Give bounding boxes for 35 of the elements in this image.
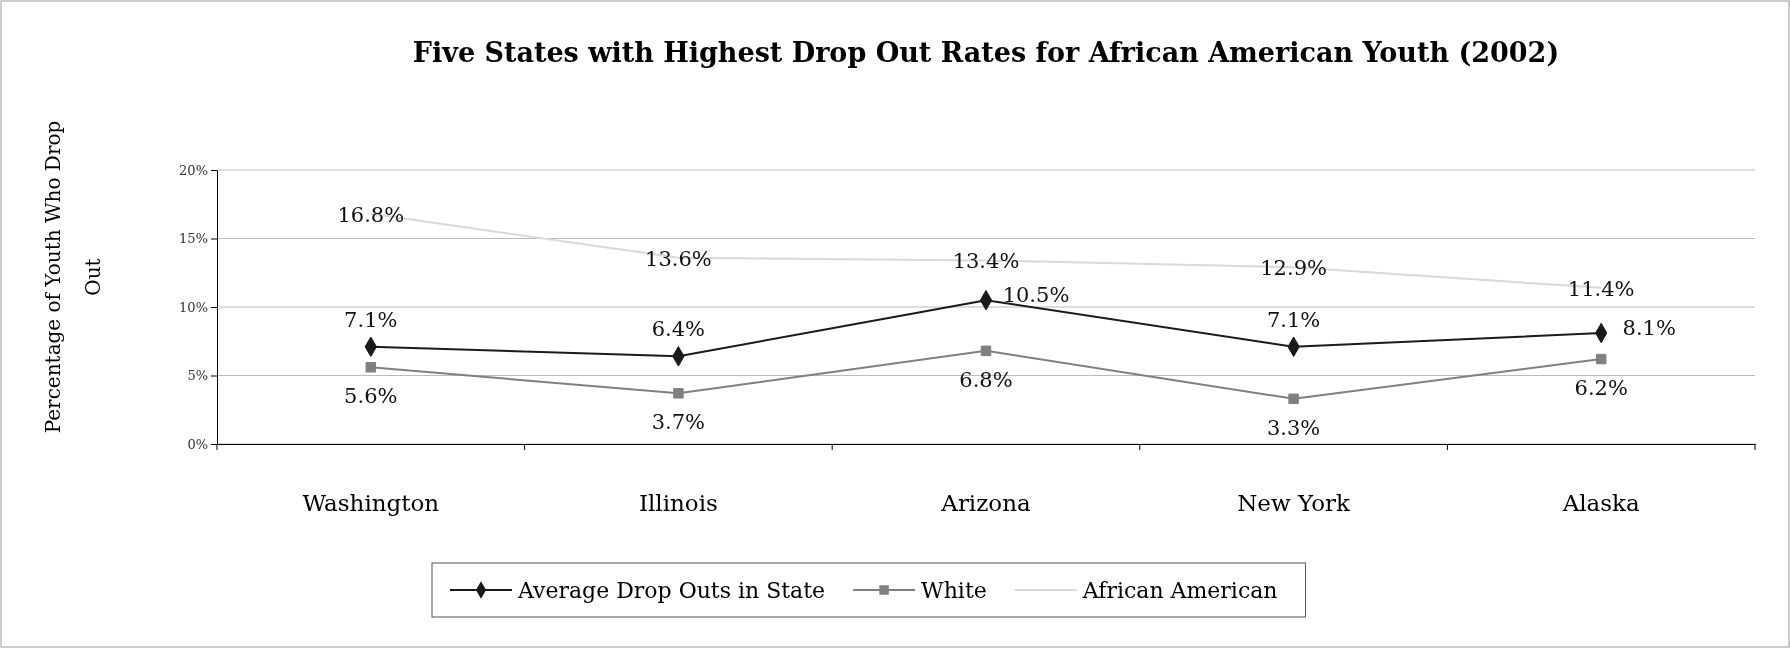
data-label: 16.8%: [337, 202, 405, 227]
y-tick-label: 10%: [179, 299, 208, 315]
x-tick-label: Illinois: [638, 490, 718, 516]
legend-label: Average Drop Outs in State: [517, 578, 826, 603]
data-label: 13.6%: [645, 246, 712, 271]
point: [365, 362, 377, 373]
chart-title: Five States with Highest Drop Out Rates for African American Youth (2002): [412, 37, 1560, 68]
data-label: 5.6%: [344, 384, 398, 409]
data-label: 3.3%: [1266, 415, 1321, 440]
point: [1288, 393, 1299, 405]
point: [1595, 353, 1607, 365]
x-tick-label: New York: [1237, 490, 1352, 516]
data-label: 6.2%: [1574, 376, 1628, 401]
x-tick-label: Alaska: [1561, 490, 1641, 516]
data-label: 12.9%: [1260, 256, 1327, 281]
data-label: 11.4%: [1567, 276, 1635, 301]
y-tick-label: 5%: [187, 368, 208, 384]
y-tick-label: 15%: [179, 231, 208, 247]
data-label: 7.1%: [344, 307, 398, 332]
y-tick-label: 20%: [179, 162, 208, 178]
data-label: 10.5%: [1002, 283, 1070, 308]
point: [980, 345, 992, 357]
legend-label: White: [921, 578, 987, 603]
data-label: 8.1%: [1622, 316, 1676, 341]
point: [673, 388, 684, 399]
y-tick-label: 0%: [187, 436, 208, 452]
x-tick-label: Washington: [302, 490, 440, 516]
legend-label: African American: [1081, 578, 1278, 603]
data-label: 7.1%: [1266, 307, 1321, 332]
data-label: 3.7%: [651, 410, 706, 435]
x-tick-label: Arizona: [940, 490, 1032, 516]
data-label: 13.4%: [952, 249, 1020, 274]
y-axis-title: Percentage of Youth Who Drop Out: [41, 120, 105, 434]
data-label: 6.8%: [959, 367, 1013, 392]
data-label: 6.4%: [651, 317, 706, 342]
